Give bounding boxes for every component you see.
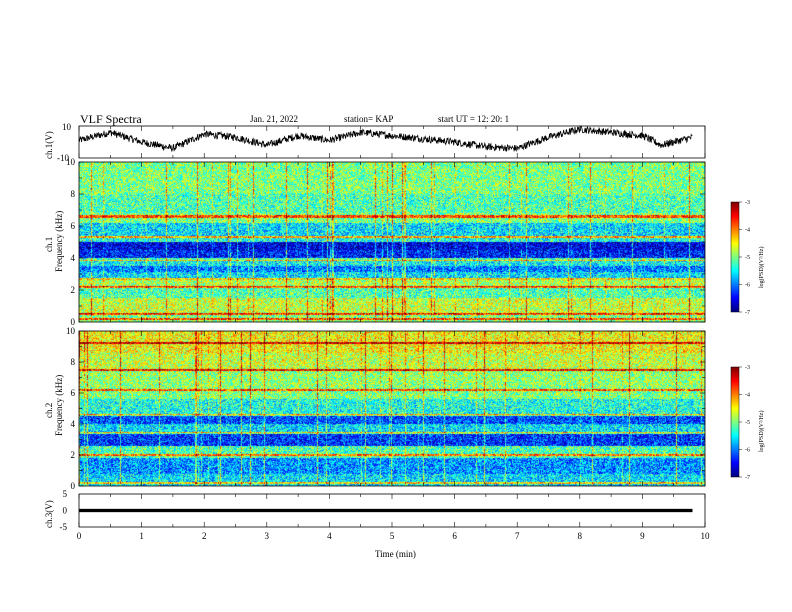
ch1-spec-ylabel: ch.1 xyxy=(44,237,54,252)
ch3-ytick-label: 0 xyxy=(63,506,68,516)
date-label: Jan. 21, 2022 xyxy=(250,114,298,124)
ch1-ylabel: ch.1(V) xyxy=(44,131,54,159)
x-tick-label: 8 xyxy=(578,531,583,541)
x-tick-label: 2 xyxy=(202,531,207,541)
colorbar-tick-label: -3 xyxy=(745,365,750,371)
ch1-colorbar-gradient xyxy=(731,202,739,312)
ch3-ylabel: ch.3(V) xyxy=(44,500,54,528)
y-tick-label: 4 xyxy=(71,419,76,429)
x-tick-label: 9 xyxy=(640,531,645,541)
x-tick-label: 3 xyxy=(265,531,270,541)
ch2-spec-ylabel: ch.2 xyxy=(44,403,54,418)
y-tick-label: 4 xyxy=(71,253,76,263)
x-tick-label: 5 xyxy=(390,531,395,541)
x-tick-label: 1 xyxy=(139,531,144,541)
colorbar-tick-label: -4 xyxy=(745,228,750,234)
chart-title: VLF Spectra xyxy=(80,112,142,126)
y-tick-label: 0 xyxy=(71,481,76,491)
y-tick-label: 2 xyxy=(71,285,76,295)
colorbar-tick-label: -5 xyxy=(745,255,750,261)
y-tick-label: 8 xyxy=(71,357,76,367)
y-tick-label: 0 xyxy=(71,317,76,327)
ch3-waveform-trace xyxy=(79,508,693,513)
colorbar-tick-label: -7 xyxy=(745,475,750,481)
ch1-ytick-bottom: -10 xyxy=(57,153,69,163)
colorbar-tick-label: -4 xyxy=(745,393,750,399)
start-time-label: start UT = 12: 20: 1 xyxy=(438,114,509,124)
colorbar-tick-label: -3 xyxy=(745,200,750,206)
x-tick-label: 4 xyxy=(327,531,332,541)
x-axis-label: Time (min) xyxy=(375,549,416,559)
ch1-colorbar: -3 -4 -5 -6 -7 log(PSD)(V²/Hz) xyxy=(730,200,765,316)
ch3-ytick-label: -5 xyxy=(60,522,68,532)
ch1-spec-ylabel2: Frequency (kHz) xyxy=(54,211,64,272)
ch3-waveform-panel: 5 0 -5 0 1 2 3 4 5 6 7 8 9 10 ch.3(V) Time (min) xyxy=(44,489,710,559)
ch2-colorbar: -3 -4 -5 -6 -7 log(PSD)(V²/Hz) xyxy=(730,365,765,481)
y-tick-label: 2 xyxy=(71,450,76,460)
y-tick-label: 10 xyxy=(66,326,76,336)
ch2-spec-ylabel2: Frequency (kHz) xyxy=(54,375,64,436)
y-tick-label: 6 xyxy=(71,388,76,398)
colorbar-tick-label: -6 xyxy=(745,283,750,289)
ch2-spectrogram-panel: 0 2 4 6 8 10 ch.2 Frequency (kHz) xyxy=(44,326,706,491)
station-label: station= KAP xyxy=(344,114,393,124)
ch2-colorbar-label: log(PSD)(V²/Hz) xyxy=(758,411,765,452)
ch1-spectrogram-panel: 0 2 4 6 8 10 ch.1 Frequency (kHz) xyxy=(44,157,706,327)
x-tick-label: 0 xyxy=(77,531,82,541)
ch1-waveform-panel: 10 -10 ch.1(V) xyxy=(44,122,706,163)
colorbar-tick-label: -7 xyxy=(745,310,750,316)
ch1-colorbar-label: log(PSD)(V²/Hz) xyxy=(758,247,765,288)
ch3-ytick-label: 5 xyxy=(63,489,68,499)
x-tick-label: 6 xyxy=(452,531,457,541)
ch2-spectrogram-image xyxy=(79,331,705,486)
ch1-spectrogram-image xyxy=(79,162,705,322)
y-tick-label: 10 xyxy=(66,157,76,167)
y-tick-label: 8 xyxy=(71,189,76,199)
ch2-colorbar-gradient xyxy=(731,367,739,477)
x-tick-label: 7 xyxy=(515,531,520,541)
colorbar-tick-label: -6 xyxy=(745,448,750,454)
y-tick-label: 6 xyxy=(71,221,76,231)
ch1-ytick-top: 10 xyxy=(62,122,72,132)
x-tick-label: 10 xyxy=(701,531,711,541)
colorbar-tick-label: -5 xyxy=(745,420,750,426)
ch1-waveform-trace xyxy=(78,125,693,153)
